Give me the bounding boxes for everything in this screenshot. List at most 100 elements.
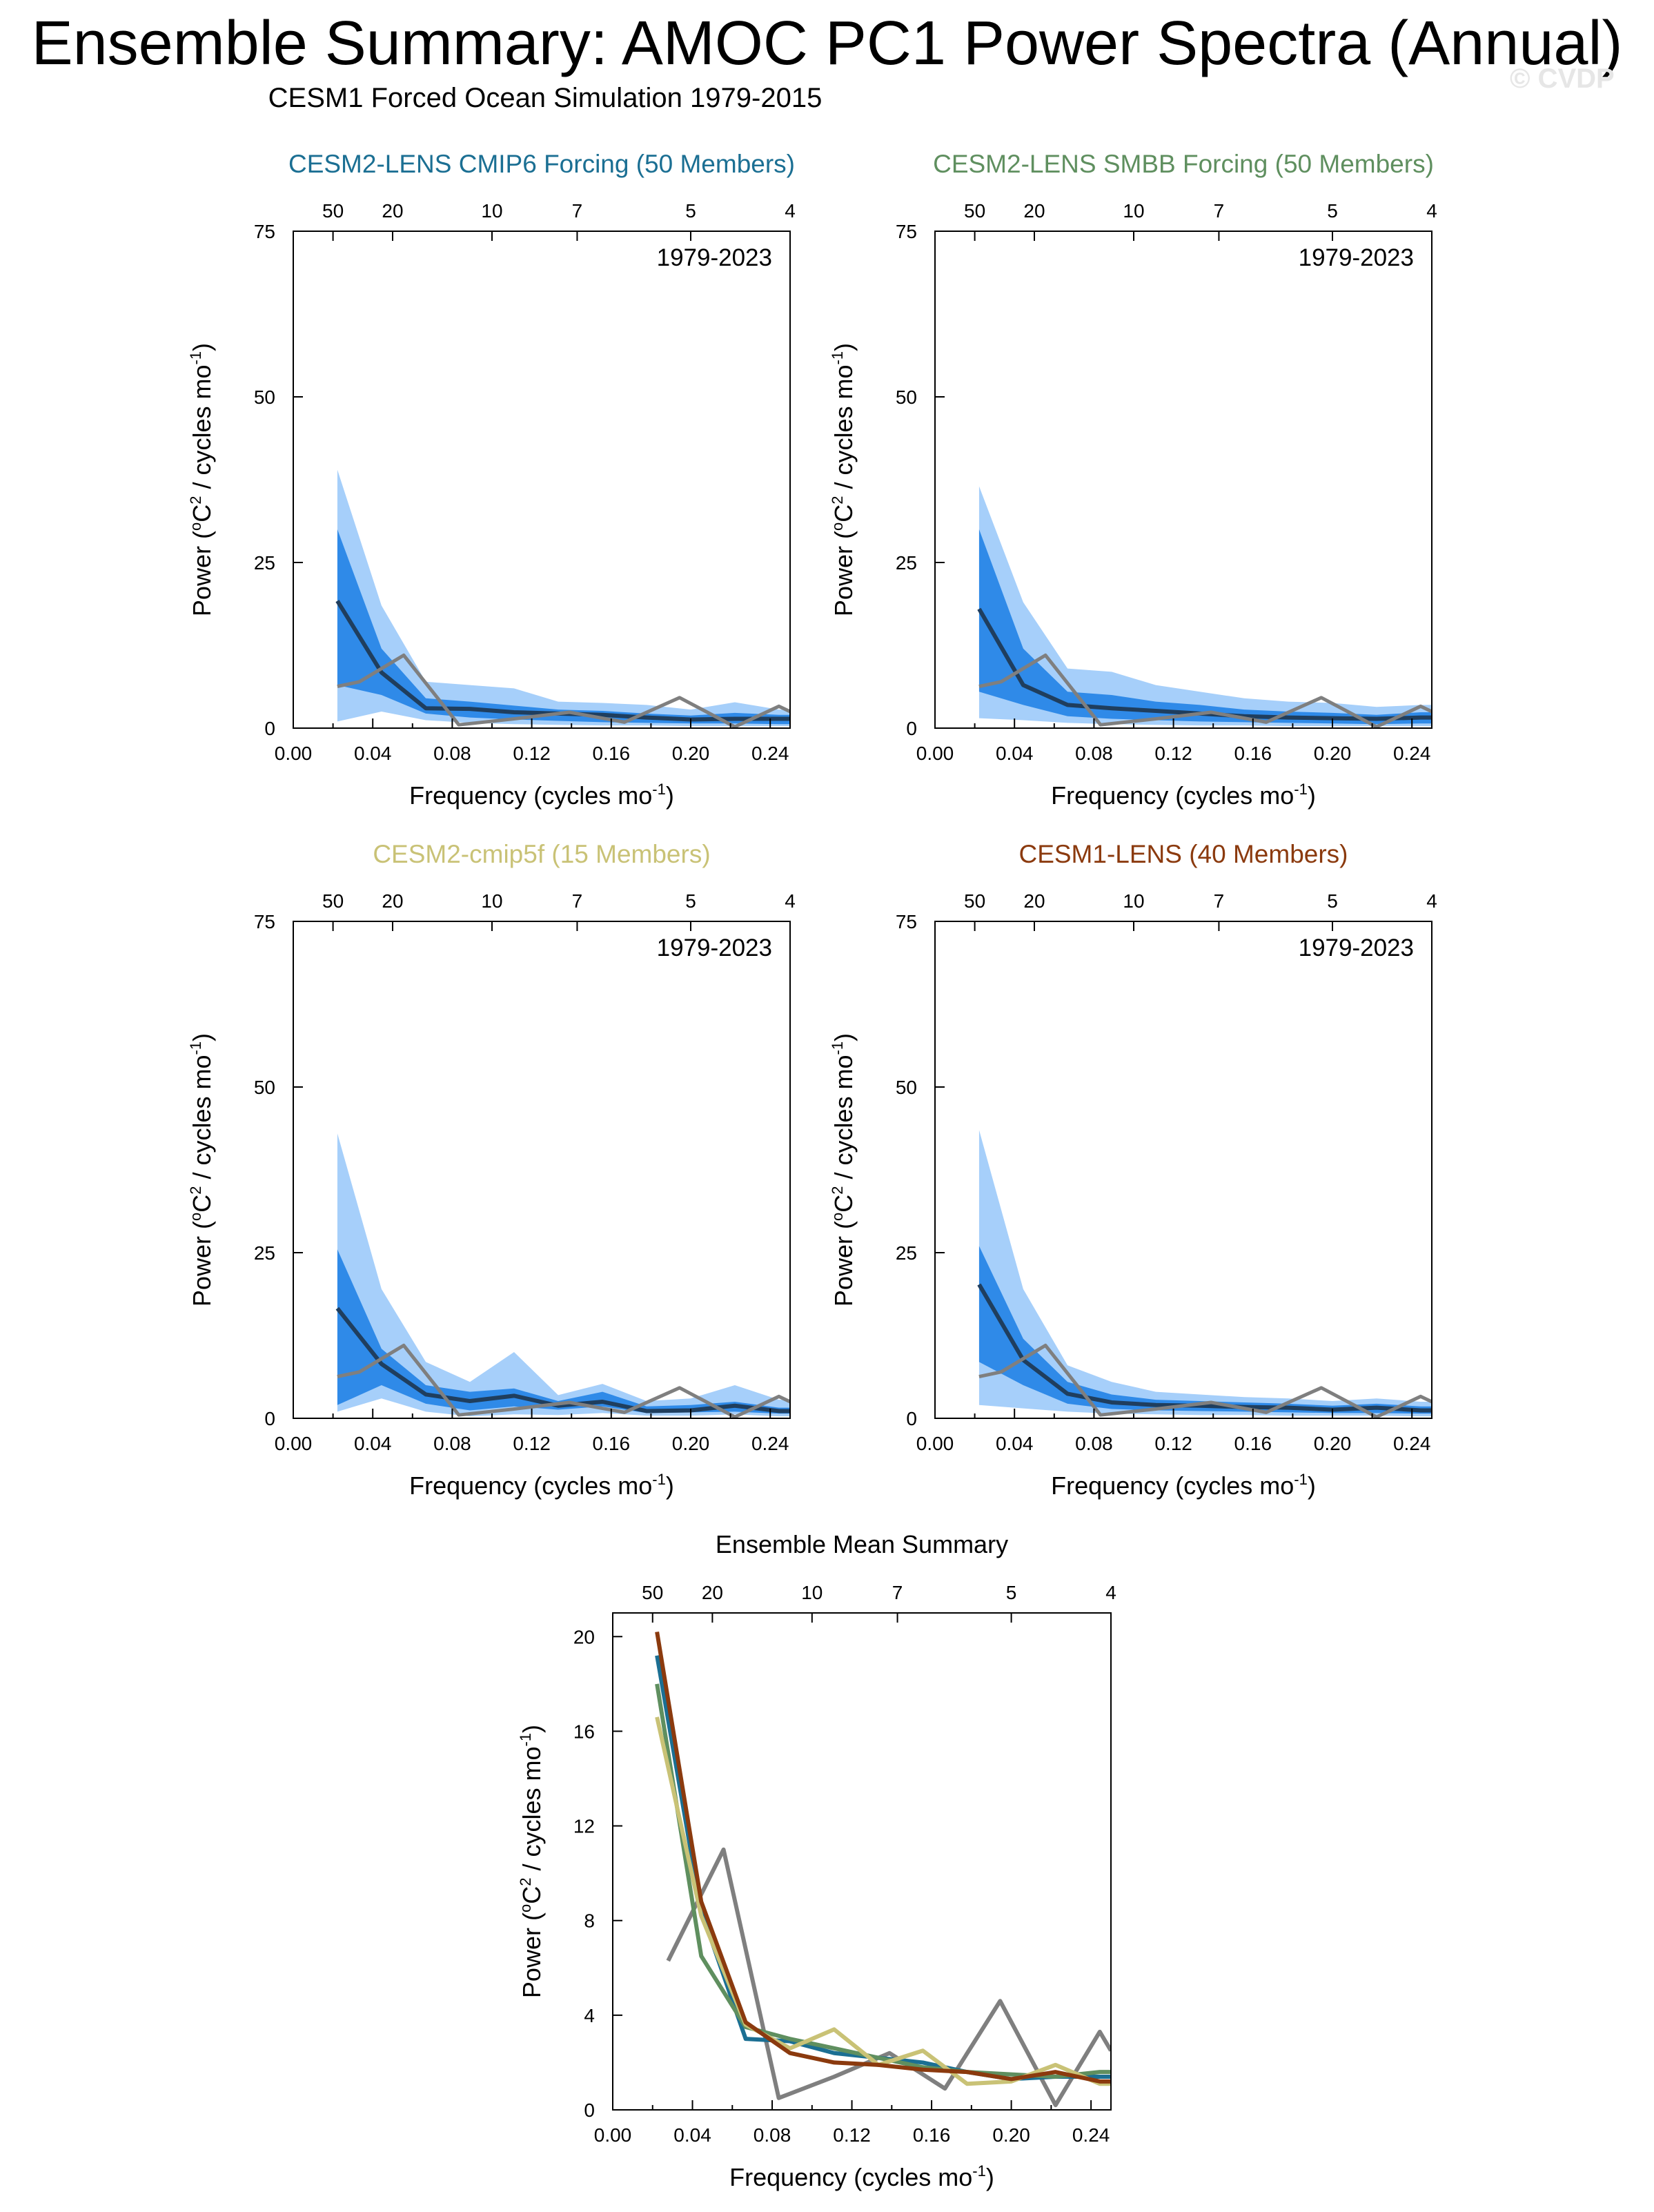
x-axis-label: Frequency (cycles mo-1): [1051, 781, 1316, 810]
x-tick-label: 0.00: [594, 2124, 632, 2146]
top-tick-label: 20: [382, 200, 403, 222]
series-line-cesm2-lens-smbb-forcing: [655, 1683, 1111, 2079]
x-tick-label: 0.12: [833, 2124, 871, 2146]
x-tick-label: 0.00: [275, 743, 313, 764]
top-tick-label: 5: [1006, 1582, 1017, 1603]
top-tick-label: 20: [1023, 890, 1045, 912]
top-tick-label: 7: [1214, 890, 1225, 912]
x-tick-label: 0.16: [1234, 743, 1272, 764]
top-tick-label: 7: [892, 1582, 903, 1603]
x-tick-label: 0.24: [1072, 2124, 1110, 2146]
observed-line: [978, 1343, 1432, 1418]
top-tick-label: 10: [801, 1582, 823, 1603]
top-tick-label: 4: [1426, 890, 1437, 912]
spread-band-inner: [978, 529, 1432, 725]
spread-band-inner: [978, 1246, 1432, 1414]
y-axis-label: Power (oC2 / cycles mo-1): [829, 343, 858, 616]
top-tick-label: 50: [322, 200, 344, 222]
x-tick-label: 0.04: [673, 2124, 711, 2146]
plot-frame: [612, 1612, 1112, 2111]
y-tick-label: 50: [254, 1077, 275, 1098]
y-axis-label: Power (oC2 / cycles mo-1): [187, 343, 216, 616]
x-tick-label: 0.16: [913, 2124, 951, 2146]
x-axis-label: Frequency (cycles mo-1): [729, 2162, 994, 2191]
top-tick-label: 50: [642, 1582, 663, 1603]
top-tick-label: 20: [382, 890, 403, 912]
plot-area: [335, 469, 790, 728]
x-tick-label: 0.24: [751, 743, 789, 764]
x-tick-label: 0.24: [1393, 743, 1431, 764]
x-tick-label: 0.08: [1075, 743, 1113, 764]
series-line-cesm2-cmip5f: [655, 1716, 1111, 2086]
x-tick-label: 0.00: [916, 1433, 954, 1454]
period-label: 1979-2023: [657, 244, 772, 271]
y-tick-label: 50: [896, 1077, 917, 1098]
x-tick-label: 0.08: [754, 2124, 791, 2146]
observed-line: [337, 1343, 790, 1418]
plot-frame: [934, 231, 1433, 729]
plot-area: [655, 1631, 1111, 2108]
top-tick-label: 10: [481, 890, 502, 912]
plot-frame: [934, 921, 1433, 1419]
ensemble-mean-line: [977, 1283, 1432, 1413]
y-tick-label: 25: [896, 1242, 917, 1264]
page-subtitle: CESM1 Forced Ocean Simulation 1979-2015: [268, 83, 823, 113]
chart-panel-5: 0.00 0.04 0.08 0.12 0.16 0.20 0.24 0 4 8 12 16 20 50 2…: [517, 1530, 1116, 2191]
series-line-cesm2-lens-cmip6-forcing: [655, 1655, 1111, 2082]
y-tick-label: 0: [264, 1408, 275, 1429]
y-tick-label: 8: [584, 1910, 595, 1932]
spread-band-inner: [337, 529, 790, 725]
y-tick-label: 75: [254, 911, 275, 932]
plot-frame: [293, 921, 791, 1419]
top-tick-label: 5: [1327, 200, 1338, 222]
top-tick-label: 4: [1105, 1582, 1116, 1603]
top-tick-label: 10: [1123, 890, 1144, 912]
top-tick-label: 5: [1327, 890, 1338, 912]
y-tick-label: 25: [254, 1242, 275, 1264]
y-tick-label: 25: [254, 552, 275, 574]
x-tick-label: 0.08: [1075, 1433, 1113, 1454]
top-tick-label: 4: [785, 890, 796, 912]
x-tick-label: 0.12: [1154, 1433, 1192, 1454]
y-tick-label: 75: [254, 221, 275, 242]
x-tick-label: 0.08: [433, 1433, 471, 1454]
cvdp-watermark: © CVDP: [1510, 63, 1615, 94]
x-tick-label: 0.04: [354, 743, 392, 764]
x-tick-label: 0.16: [593, 1433, 631, 1454]
top-tick-label: 7: [572, 200, 583, 222]
x-tick-label: 0.12: [513, 743, 551, 764]
y-tick-label: 50: [896, 386, 917, 408]
y-tick-label: 50: [254, 386, 275, 408]
y-tick-label: 0: [906, 718, 917, 739]
spread-band-outer: [978, 1130, 1432, 1417]
top-tick-label: 20: [1023, 200, 1045, 222]
y-tick-label: 12: [573, 1816, 595, 1837]
y-axis-label: Power (oC2 / cycles mo-1): [829, 1033, 858, 1306]
plot-area: [335, 1133, 790, 1418]
x-tick-label: 0.24: [1393, 1433, 1431, 1454]
top-tick-label: 50: [964, 890, 985, 912]
chart-title: CESM2-LENS CMIP6 Forcing (50 Members): [288, 150, 795, 178]
y-tick-label: 16: [573, 1721, 595, 1742]
x-axis-label: Frequency (cycles mo-1): [409, 781, 674, 810]
x-tick-label: 0.00: [916, 743, 954, 764]
x-tick-label: 0.16: [593, 743, 631, 764]
observed-line: [337, 653, 790, 728]
y-tick-label: 75: [896, 911, 917, 932]
top-tick-label: 4: [785, 200, 796, 222]
y-tick-label: 4: [584, 2005, 595, 2026]
chart-title: CESM1-LENS (40 Members): [1018, 840, 1348, 868]
x-tick-label: 0.16: [1234, 1433, 1272, 1454]
observed-line: [978, 653, 1432, 728]
x-tick-label: 0.12: [513, 1433, 551, 1454]
top-tick-label: 7: [572, 890, 583, 912]
y-axis-label: Power (oC2 / cycles mo-1): [517, 1725, 546, 1998]
chart-title: CESM2-cmip5f (15 Members): [373, 840, 710, 868]
chart-title: Ensemble Mean Summary: [716, 1530, 1008, 1558]
plot-area: [977, 486, 1432, 728]
x-axis-label: Frequency (cycles mo-1): [1051, 1471, 1316, 1500]
y-axis-label: Power (oC2 / cycles mo-1): [187, 1033, 216, 1306]
